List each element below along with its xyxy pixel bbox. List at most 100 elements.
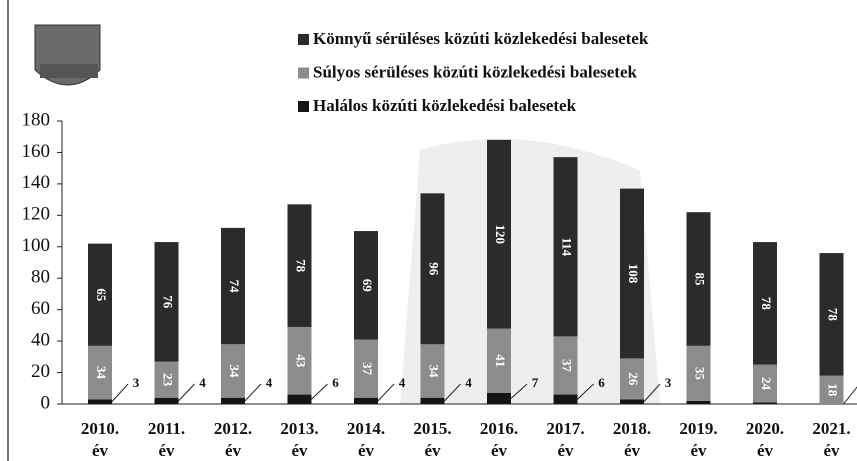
bar-segment (819, 375, 844, 404)
leader-line (178, 383, 195, 402)
bar-segment (753, 364, 777, 403)
legend-swatch (298, 34, 309, 45)
data-label: 4 (266, 375, 273, 390)
y-tick-label: 140 (22, 172, 51, 193)
leader-line (510, 383, 528, 399)
leader-line (577, 383, 594, 400)
bar-segment (88, 345, 112, 400)
data-label: 6 (598, 375, 605, 390)
data-label: 35 (693, 367, 708, 381)
y-tick-label: 80 (31, 267, 50, 288)
x-tick-label: 2020. (746, 419, 784, 438)
bar-segment (553, 336, 578, 395)
data-label: 76 (161, 295, 176, 309)
data-label: 37 (360, 362, 375, 376)
data-label: 85 (693, 273, 708, 287)
data-label: 23 (161, 373, 176, 387)
bar-segment (420, 193, 445, 345)
bar-segment (620, 358, 644, 400)
leader-line (643, 383, 661, 402)
x-tick-label: év (557, 441, 574, 460)
x-tick-label: 2021. (812, 419, 850, 438)
legend-label: Súlyos sérüléses közúti közlekedési bale… (313, 62, 637, 81)
data-label: 41 (493, 354, 508, 367)
leader-line (444, 383, 461, 402)
bar-segment (620, 188, 644, 359)
bar-segment (354, 339, 378, 398)
y-tick-label: 100 (22, 235, 51, 256)
x-tick-label: év (424, 441, 441, 460)
y-tick-label: 160 (22, 141, 51, 162)
x-tick-label: év (491, 441, 508, 460)
x-tick-label: év (757, 441, 774, 460)
x-tick-label: év (823, 441, 840, 460)
bar-segment (487, 328, 511, 393)
data-label: 96 (427, 262, 442, 276)
data-label: 108 (626, 264, 641, 284)
x-tick-label: 2010. (81, 419, 119, 438)
data-label: 4 (399, 375, 406, 390)
data-label: 7 (532, 375, 539, 390)
legend-swatch (298, 101, 309, 112)
data-label: 6 (332, 375, 339, 390)
bar-segment (88, 399, 112, 404)
leader-line (311, 383, 328, 400)
y-tick-label: 180 (22, 109, 51, 130)
bar-segment (553, 394, 578, 404)
y-tick-label: 40 (31, 329, 50, 350)
y-tick-label: 120 (22, 204, 51, 225)
bar-segment (221, 344, 245, 398)
data-label: 3 (665, 375, 672, 390)
bar-segment (221, 397, 245, 404)
bar-segment (686, 400, 711, 404)
legend-swatch (298, 67, 309, 79)
x-tick-label: év (690, 441, 707, 460)
leader-line (111, 383, 129, 402)
data-label: 65 (94, 288, 109, 302)
x-tick-label: 2012. (214, 419, 252, 438)
data-label: 114 (560, 237, 575, 256)
bar-segment (154, 242, 179, 362)
bar-segment (154, 397, 179, 404)
data-label: 43 (294, 354, 309, 368)
bar-segment (287, 204, 312, 327)
data-label: 78 (294, 259, 309, 273)
bar-segment (753, 242, 777, 365)
legend-label: Halálos közúti közlekedési balesetek (313, 96, 577, 115)
logo-band (40, 64, 98, 78)
bar-segment (221, 227, 245, 345)
bar-segment (753, 402, 777, 404)
leader-line (244, 383, 262, 402)
y-tick-label: 60 (31, 298, 50, 319)
bar-segment (686, 345, 711, 401)
y-tick-label: 20 (31, 361, 50, 382)
bar-segment (287, 394, 312, 404)
data-label: 4 (199, 375, 206, 390)
legend-label: Könnyű sérüléses közúti közlekedési bale… (313, 29, 649, 48)
x-tick-label: 2011. (148, 419, 185, 438)
x-tick-label: év (158, 441, 175, 460)
bar-segment (354, 397, 378, 404)
x-tick-label: 2019. (679, 419, 717, 438)
x-tick-label: 2014. (347, 419, 385, 438)
data-label: 120 (493, 224, 508, 244)
data-label: 34 (94, 366, 109, 380)
data-label: 18 (826, 383, 841, 397)
x-tick-label: év (92, 441, 109, 460)
bar-segment (354, 231, 378, 340)
bar-segment (420, 397, 445, 404)
y-tick-label: 0 (41, 392, 51, 413)
data-label: 3 (133, 375, 140, 390)
data-label: 78 (759, 297, 774, 311)
x-tick-label: 2017. (546, 419, 584, 438)
bar-segment (154, 361, 179, 398)
data-label: 37 (560, 359, 575, 373)
background-photo (400, 138, 660, 404)
x-tick-label: 2013. (280, 419, 318, 438)
bar-segment (487, 392, 511, 404)
x-tick-label: 2016. (480, 419, 518, 438)
bar-segment (420, 344, 445, 398)
x-tick-label: év (225, 441, 242, 460)
data-label: 26 (626, 372, 641, 386)
